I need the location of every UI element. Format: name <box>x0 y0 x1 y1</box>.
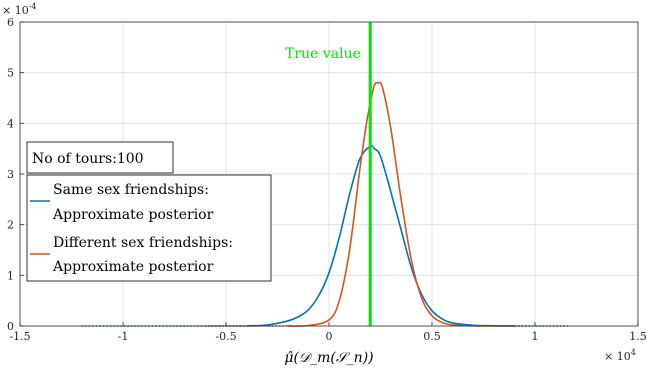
true-value-annotation: True value <box>285 46 361 62</box>
ticks: -1.5 -1 -0.5 0 0.5 1 1.5 0 1 2 3 4 5 6 <box>7 16 647 343</box>
y-tick-label: 1 <box>7 269 14 282</box>
x-exponent: × 104 <box>604 348 636 363</box>
legend-label-same-sex-1: Same sex friendships: <box>53 182 209 198</box>
x-tick-label: 0.5 <box>423 330 441 343</box>
info-box-text: No of tours:100 <box>32 151 144 167</box>
y-tick-label: 5 <box>7 67 14 80</box>
legend-label-same-sex-2: Approximate posterior <box>52 207 214 223</box>
y-tick-label: 0 <box>7 320 14 333</box>
x-tick-label: -1.5 <box>9 330 30 343</box>
grid <box>20 22 638 326</box>
x-tick-label: 1.5 <box>629 330 647 343</box>
legend: Same sex friendships: Approximate poster… <box>26 174 272 282</box>
series-line-different-sex <box>287 81 494 327</box>
y-tick-label: 3 <box>7 168 14 181</box>
x-tick-label: 0 <box>326 330 333 343</box>
y-exponent: × 10-4 <box>2 2 37 17</box>
x-tick-label: 1 <box>532 330 539 343</box>
info-box: No of tours:100 <box>26 141 174 174</box>
legend-label-diff-sex-1: Different sex friendships: <box>53 235 233 251</box>
y-tick-label: 4 <box>7 117 14 130</box>
x-tick-label: -1 <box>118 330 129 343</box>
series-line-same-sex <box>246 144 515 327</box>
x-tick-label: -0.5 <box>215 330 236 343</box>
x-axis-label: μ̂(𝒟_m(𝒮_n)) <box>284 350 373 366</box>
y-tick-label: 2 <box>7 219 14 232</box>
y-tick-label: 6 <box>7 16 14 29</box>
legend-label-diff-sex-2: Approximate posterior <box>52 259 214 275</box>
